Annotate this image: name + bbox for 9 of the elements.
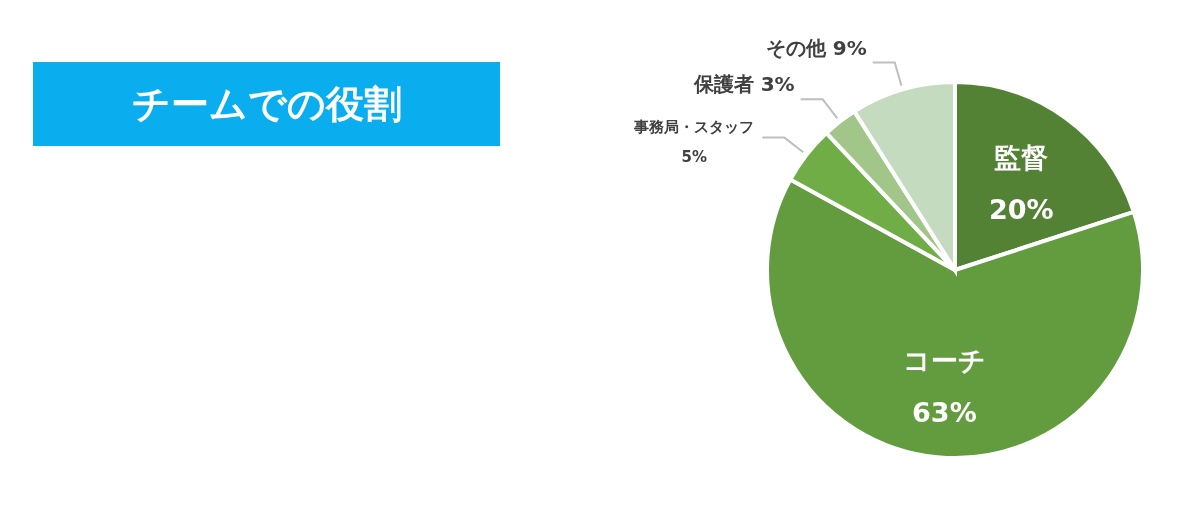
slice-label: 保護者 3% <box>692 72 795 97</box>
data-label: 5% <box>681 147 708 166</box>
text: チームでの役割 <box>33 62 500 146</box>
data-label: 20% <box>988 193 1054 225</box>
slice-label: 事務局・スタッフ <box>633 117 755 136</box>
slice-label: 監督 <box>994 141 1049 173</box>
slice-label: その他 9% <box>765 35 867 60</box>
slice-label: コーチ <box>902 345 986 377</box>
data-label: 63% <box>912 397 977 429</box>
